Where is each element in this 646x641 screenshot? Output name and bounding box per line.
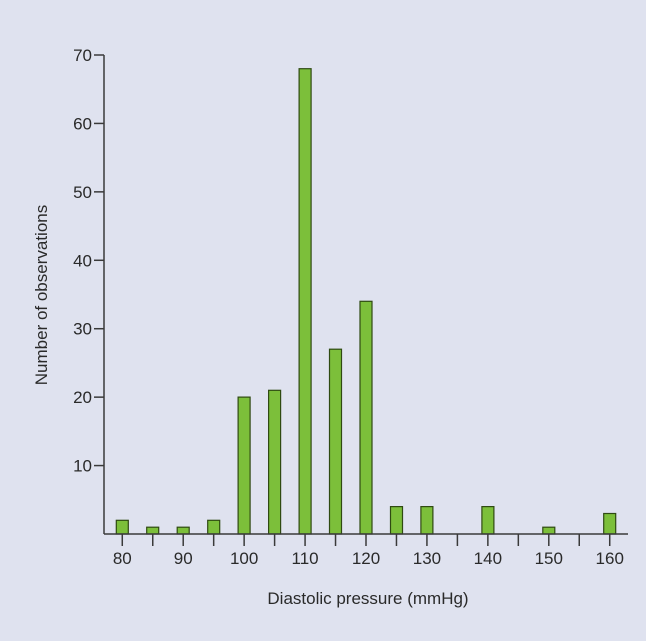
- y-tick-label-20: 20: [73, 388, 92, 407]
- x-ticks: 80 90 100 110 120 130 140 150 160: [113, 534, 624, 568]
- bar-series: [115, 68, 617, 535]
- x-tick-label-90: 90: [174, 549, 193, 568]
- bar-110: [298, 68, 312, 535]
- bar-150: [542, 526, 556, 535]
- x-tick-label-140: 140: [474, 549, 502, 568]
- y-tick-label-70: 70: [73, 46, 92, 65]
- y-ticks: 10 20 30 40 50 60 70: [73, 46, 104, 476]
- x-tick-label-80: 80: [113, 549, 132, 568]
- bar-105: [268, 389, 282, 535]
- bar-125: [389, 506, 404, 535]
- y-tick-label-60: 60: [73, 114, 92, 133]
- bar-80: [115, 519, 129, 535]
- bar-130: [420, 506, 434, 535]
- y-tick-label-30: 30: [73, 320, 92, 339]
- bar-115: [328, 348, 343, 535]
- bar-95: [207, 519, 221, 535]
- y-tick-label-10: 10: [73, 457, 92, 476]
- x-tick-label-130: 130: [413, 549, 441, 568]
- bar-120: [359, 300, 373, 535]
- x-tick-label-160: 160: [596, 549, 624, 568]
- bar-100: [237, 396, 251, 535]
- x-tick-label-150: 150: [535, 549, 563, 568]
- bar-160: [603, 512, 617, 535]
- y-axis-label: Number of observations: [32, 205, 51, 385]
- bar-85: [146, 526, 160, 535]
- x-tick-label-100: 100: [230, 549, 258, 568]
- y-tick-label-40: 40: [73, 251, 92, 270]
- bar-140: [481, 506, 495, 535]
- bar-90: [176, 526, 190, 535]
- x-tick-label-120: 120: [352, 549, 380, 568]
- x-tick-label-110: 110: [292, 549, 319, 568]
- x-axis-label: Diastolic pressure (mmHg): [267, 589, 468, 608]
- y-tick-label-50: 50: [73, 183, 92, 202]
